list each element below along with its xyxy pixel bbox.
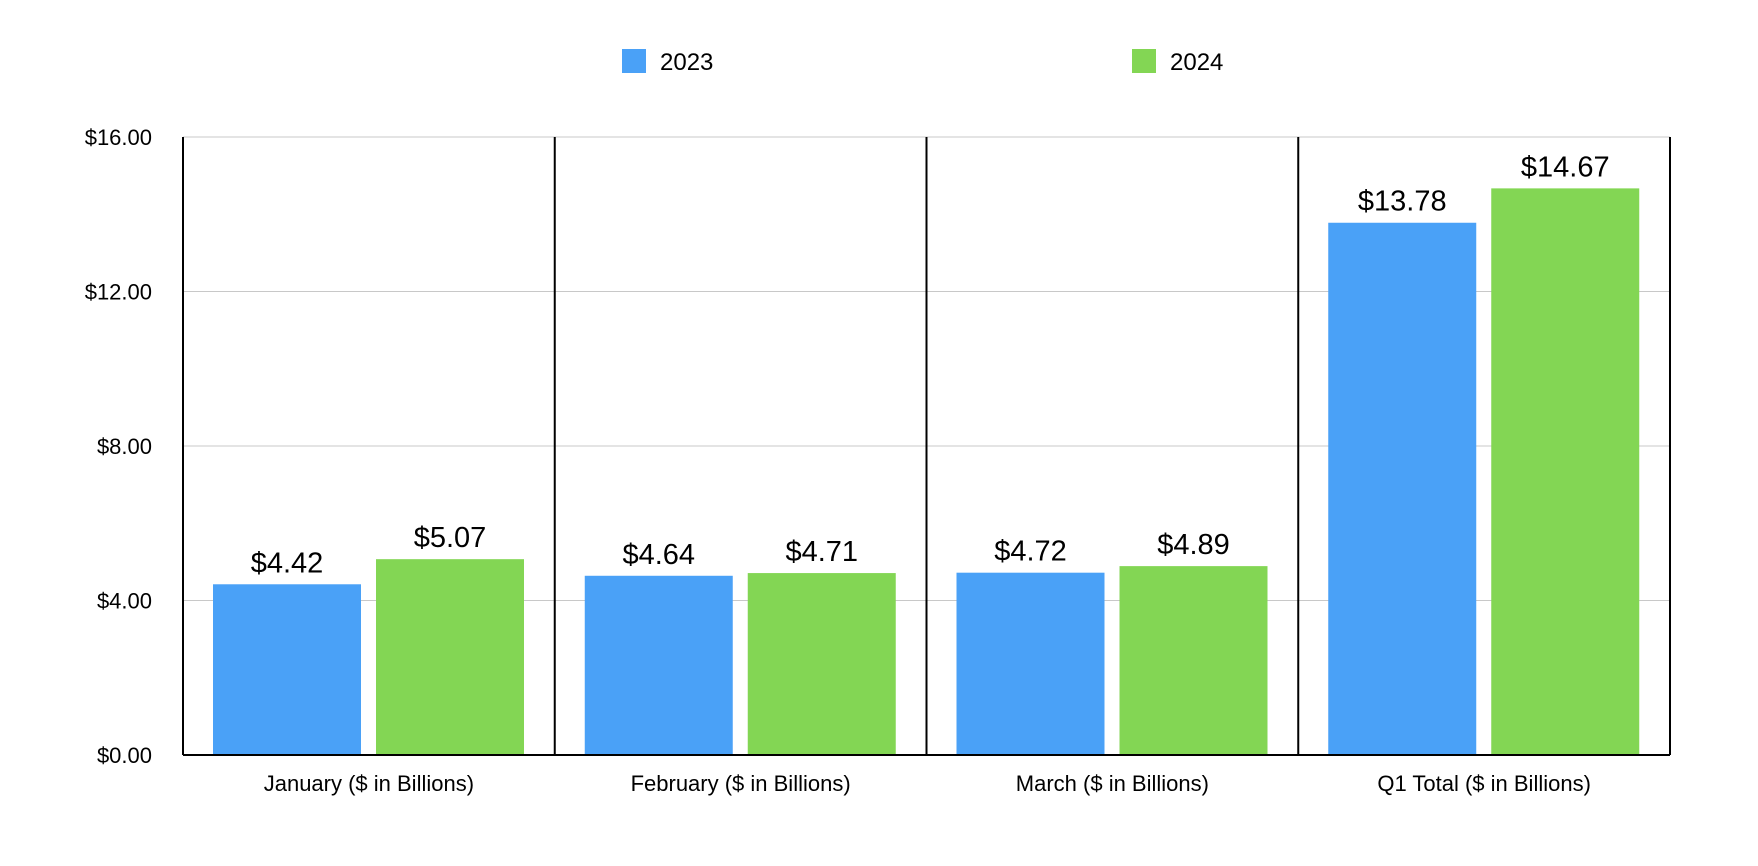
data-label: $4.71 [785, 536, 858, 568]
data-label: $13.78 [1358, 186, 1447, 218]
axes [182, 137, 1671, 756]
bar-2024-3 [1119, 566, 1268, 755]
bar-2023-3 [956, 572, 1105, 755]
data-label: $4.72 [994, 536, 1067, 568]
bar-2024-1 [376, 559, 524, 755]
data-label: $4.64 [622, 539, 695, 571]
legend-swatch-2024 [1132, 49, 1156, 73]
bar-2023-2 [584, 575, 733, 755]
bar-2024-2 [747, 573, 896, 755]
y-axis-ticks: $0.00 $4.00 $8.00 $12.00 $16.00 [85, 125, 152, 768]
bars [213, 188, 1640, 756]
bar-2023-1 [213, 584, 361, 755]
legend-swatch-2023 [622, 49, 646, 73]
legend: 2023 2024 [622, 49, 1223, 76]
category-dividers [553, 137, 1300, 755]
category-labels: January ($ in Billions) February ($ in Bi… [264, 771, 1591, 796]
data-labels: $4.42 $4.64 $4.72 $13.78 $5.07 $4.71 $4.89 $14.… [251, 151, 1610, 579]
y-tick-label: $0.00 [97, 743, 152, 768]
x-category-label: January ($ in Billions) [264, 771, 474, 796]
y-tick-label: $8.00 [97, 434, 152, 459]
y-tick-label: $12.00 [85, 280, 152, 305]
x-category-label: March ($ in Billions) [1016, 771, 1209, 796]
y-tick-label: $4.00 [97, 589, 152, 614]
bar-2023-4 [1328, 222, 1477, 755]
data-label: $5.07 [414, 522, 487, 554]
legend-label-2024: 2024 [1170, 49, 1223, 76]
data-label: $14.67 [1521, 151, 1610, 183]
legend-label-2023: 2023 [660, 49, 713, 76]
x-category-label: February ($ in Billions) [631, 771, 851, 796]
x-category-label: Q1 Total ($ in Billions) [1377, 771, 1591, 796]
data-label: $4.89 [1157, 529, 1230, 561]
data-label: $4.42 [251, 547, 324, 579]
y-tick-label: $16.00 [85, 125, 152, 150]
bar-2024-4 [1491, 188, 1640, 756]
